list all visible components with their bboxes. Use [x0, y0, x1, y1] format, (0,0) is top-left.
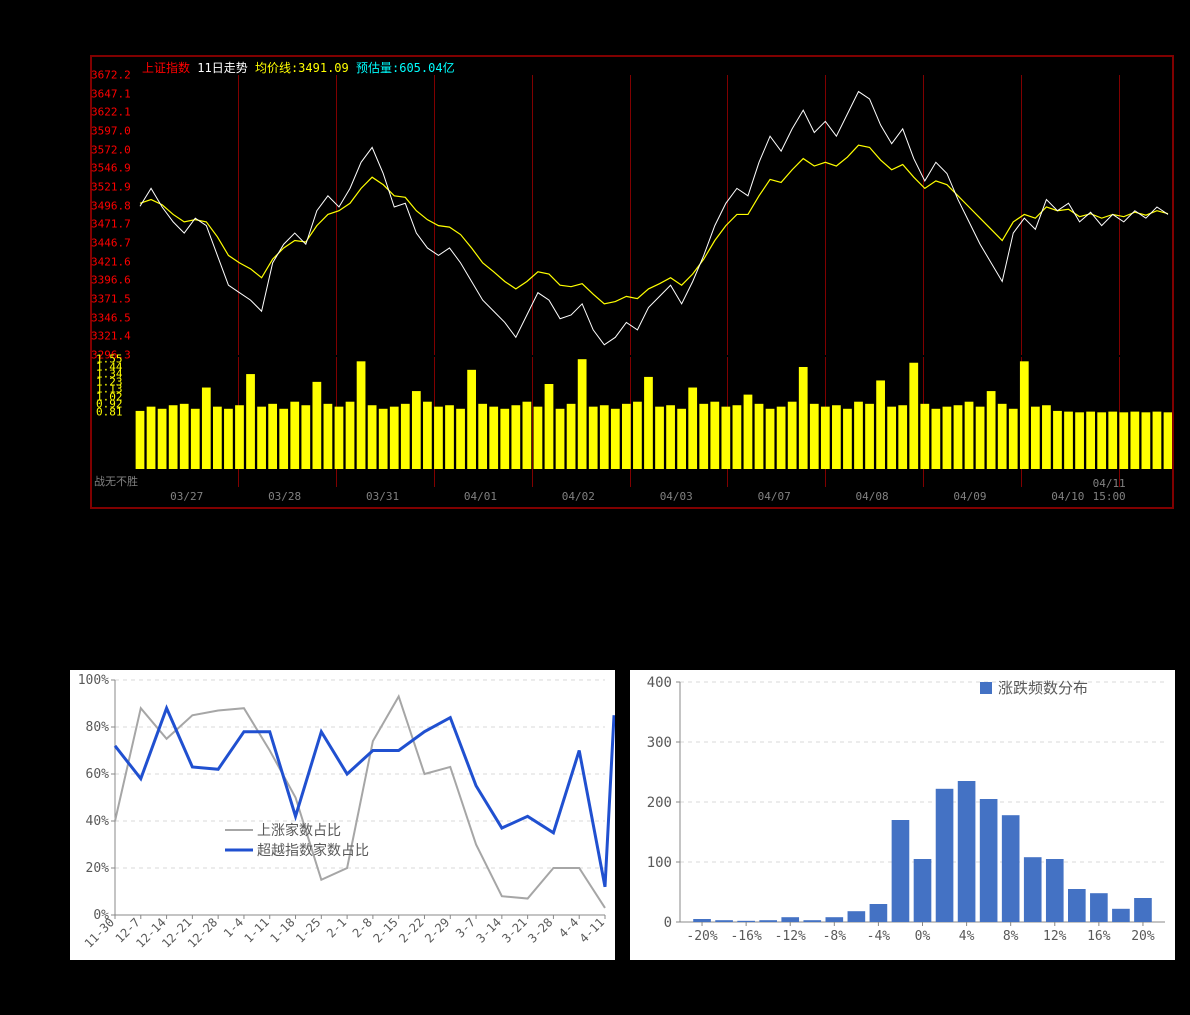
svg-text:20%: 20% — [86, 861, 110, 876]
svg-text:3-28: 3-28 — [525, 915, 555, 945]
svg-text:200: 200 — [647, 795, 672, 811]
svg-text:100: 100 — [647, 855, 672, 871]
svg-text:12%: 12% — [1043, 929, 1067, 944]
stock-name: 上证指数 — [142, 61, 190, 75]
svg-text:-8%: -8% — [823, 929, 847, 944]
avg-value: 3491.09 — [298, 61, 349, 75]
svg-text:300: 300 — [647, 735, 672, 751]
svg-text:0%: 0% — [915, 929, 931, 944]
stock-volume-panel: 1.551.441.341.231.131.020.920.8103/2703/… — [92, 357, 1172, 487]
est-value: 605.04亿 — [399, 61, 454, 75]
svg-text:超越指数家数占比: 超越指数家数占比 — [257, 842, 369, 859]
svg-text:-16%: -16% — [730, 929, 761, 944]
ratio-line-chart: 0%20%40%60%80%100%11-3012-712-1412-2112-… — [70, 670, 615, 960]
svg-text:-20%: -20% — [686, 929, 717, 944]
histogram-bar-chart: 0 100 200 300 400 -20% -16% -12% -8% -4% 0% 4% 8% 12%… — [630, 670, 1175, 960]
svg-text:12-28: 12-28 — [185, 915, 220, 950]
svg-text:1-25: 1-25 — [293, 915, 323, 945]
est-label: 预估量: — [356, 61, 399, 75]
svg-text:2-1: 2-1 — [324, 915, 349, 940]
svg-text:2-29: 2-29 — [422, 915, 452, 945]
svg-text:60%: 60% — [86, 767, 110, 782]
svg-text:80%: 80% — [86, 720, 110, 735]
svg-text:4-11: 4-11 — [577, 915, 607, 945]
stock-chart: 上证指数 11日走势 均价线:3491.09 预估量:605.04亿 3672.… — [90, 55, 1174, 509]
svg-text:400: 400 — [647, 675, 672, 691]
svg-text:100%: 100% — [78, 673, 109, 688]
svg-text:3-21: 3-21 — [499, 915, 529, 945]
stock-price-panel: 3672.23647.13622.13597.03572.03546.93521… — [92, 75, 1172, 355]
svg-text:0: 0 — [664, 915, 672, 931]
svg-text:8%: 8% — [1003, 929, 1019, 944]
svg-text:2-22: 2-22 — [396, 915, 426, 945]
avg-label: 均价线: — [255, 61, 298, 75]
svg-text:-4%: -4% — [867, 929, 891, 944]
svg-text:1-11: 1-11 — [242, 915, 272, 945]
svg-text:20%: 20% — [1131, 929, 1155, 944]
svg-text:涨跌频数分布: 涨跌频数分布 — [998, 679, 1088, 697]
svg-text:3-14: 3-14 — [474, 915, 504, 945]
bottom-charts-row: 0%20%40%60%80%100%11-3012-712-1412-2112-… — [70, 670, 1175, 965]
svg-text:上涨家数占比: 上涨家数占比 — [257, 822, 341, 839]
svg-text:4%: 4% — [959, 929, 975, 944]
svg-text:1-18: 1-18 — [267, 915, 297, 945]
svg-text:2-15: 2-15 — [370, 915, 400, 945]
stock-chart-header: 上证指数 11日走势 均价线:3491.09 预估量:605.04亿 — [142, 59, 455, 76]
svg-text:16%: 16% — [1087, 929, 1111, 944]
watermark-text: 战无不胜 — [94, 473, 138, 489]
svg-text:40%: 40% — [86, 814, 110, 829]
stock-period: 11日走势 — [197, 61, 247, 75]
svg-text:-12%: -12% — [775, 929, 806, 944]
